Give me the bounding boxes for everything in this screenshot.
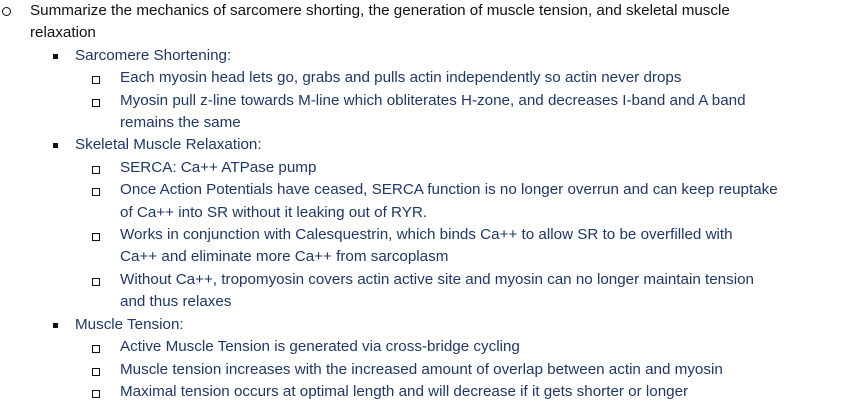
section-heading-text: Skeletal Muscle Relaxation: [75,136,262,154]
list-item: Maximal tension occurs at optimal length… [0,381,841,403]
list-item: Without Ca++, tropomyosin covers actin a… [0,269,841,291]
square-bullet-icon [53,143,58,149]
list-item-continuation: Ca++ and eliminate more Ca++ from sarcop… [0,246,841,268]
hollow-square-bullet-icon [92,277,100,286]
hollow-square-bullet-icon [92,165,100,174]
list-item: Active Muscle Tension is generated via c… [0,336,841,358]
hollow-square-bullet-icon [92,188,100,197]
hollow-square-bullet-icon [92,345,100,354]
list-item-text: Maximal tension occurs at optimal length… [120,382,689,400]
list-item-text: of Ca++ into SR without it leaking out o… [120,203,428,221]
hollow-square-bullet-icon [92,76,100,85]
square-bullet-icon [53,322,58,328]
question-line: relaxation [0,22,841,44]
question-text: relaxation [30,24,96,42]
list-item: Muscle tension increases with the increa… [0,359,841,381]
section-heading-text: Sarcomere Shortening: [75,46,232,64]
list-item-continuation: and thus relaxes [0,291,841,313]
hollow-square-bullet-icon [92,98,100,107]
list-item: Myosin pull z-line towards M-line which … [0,90,841,112]
list-item-text: Works in conjunction with Calesquestrin,… [120,226,733,244]
hollow-square-bullet-icon [92,233,100,242]
list-item: Once Action Potentials have ceased, SERC… [0,179,841,201]
list-item-text: Each myosin head lets go, grabs and pull… [120,69,682,87]
section-heading-text: Muscle Tension: [75,315,184,333]
section-heading: Skeletal Muscle Relaxation: [0,134,841,156]
list-item: Works in conjunction with Calesquestrin,… [0,224,841,246]
list-item-text: Myosin pull z-line towards M-line which … [120,91,746,109]
list-item-text: remains the same [120,114,241,132]
list-item-text: SERCA: Ca++ ATPase pump [120,158,317,176]
list-item: Each myosin head lets go, grabs and pull… [0,67,841,89]
section-heading: Sarcomere Shortening: [0,45,841,67]
hollow-square-bullet-icon [92,367,100,376]
question-text: Summarize the mechanics of sarcomere sho… [30,2,730,19]
square-bullet-icon [53,53,58,59]
list-item-text: Once Action Potentials have ceased, SERC… [120,181,778,199]
list-item-text: and thus relaxes [120,293,232,311]
list-item-text: Active Muscle Tension is generated via c… [120,338,520,356]
hollow-square-bullet-icon [92,389,100,398]
list-item-text: Muscle tension increases with the increa… [120,360,723,378]
section-heading: Muscle Tension: [0,314,841,336]
question-line: Summarize the mechanics of sarcomere sho… [0,0,841,22]
list-item-continuation: of Ca++ into SR without it leaking out o… [0,202,841,224]
list-item: SERCA: Ca++ ATPase pump [0,157,841,179]
list-item-text: Ca++ and eliminate more Ca++ from sarcop… [120,248,449,266]
hollow-circle-bullet-icon [2,7,11,16]
list-item-continuation: remains the same [0,112,841,134]
list-item-text: Without Ca++, tropomyosin covers actin a… [120,270,754,288]
